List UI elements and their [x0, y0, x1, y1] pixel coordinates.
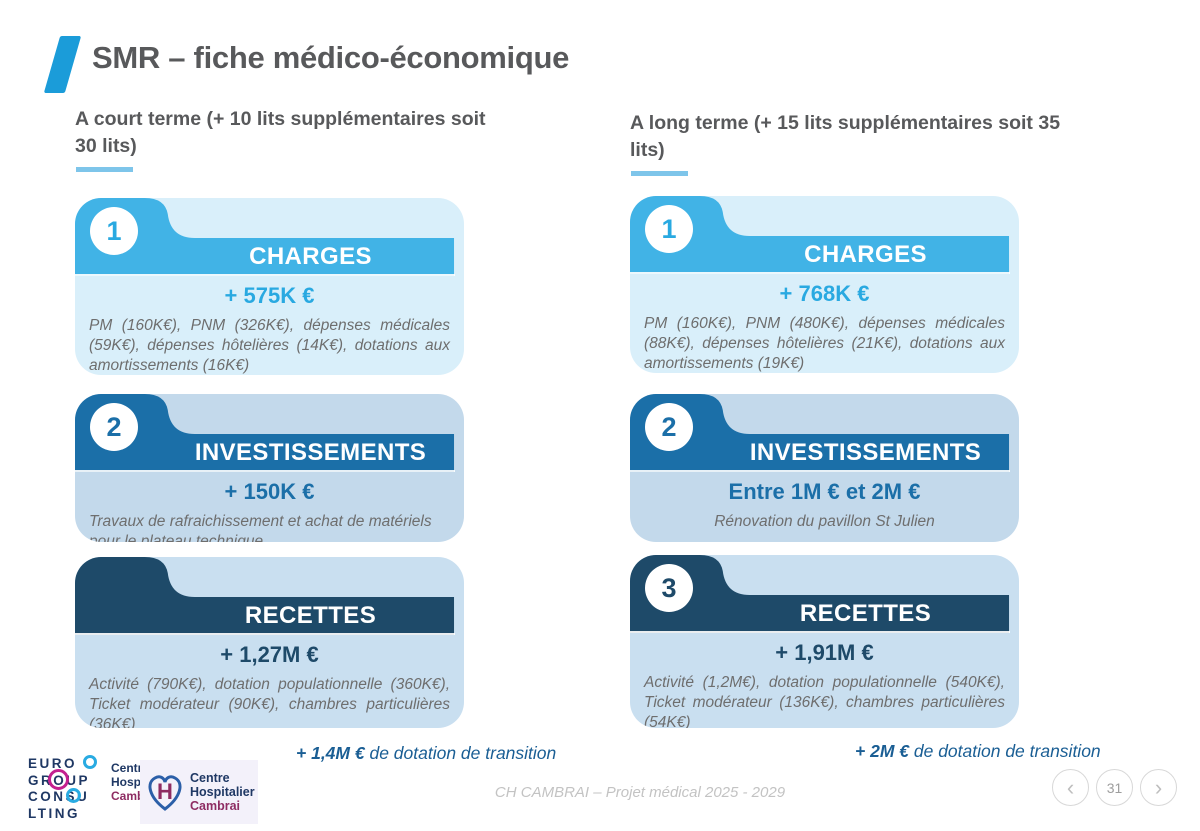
- card-number-badge: 2: [645, 403, 693, 451]
- card-header: 1 CHARGES: [630, 196, 1019, 274]
- card-header: 2 INVESTISSEMENTS: [630, 394, 1019, 472]
- card-number-badge: 1: [90, 207, 138, 255]
- card-title: INVESTISSEMENTS: [749, 439, 982, 466]
- page-number: 31: [1106, 779, 1123, 796]
- heading-underline: [631, 171, 688, 176]
- folder-tab-shape: [630, 394, 1010, 472]
- card-charges-court-terme: 1 CHARGES + 575K € PM (160K€), PNM (326K…: [75, 198, 464, 375]
- card-title: RECETTES: [799, 600, 932, 627]
- card-investissements-long-terme: 2 INVESTISSEMENTS Entre 1M € et 2M € Rén…: [630, 394, 1019, 542]
- ch-logo-text: Centre: [190, 771, 230, 785]
- card-title: RECETTES: [244, 602, 377, 629]
- ch-logo-text: Hospitalier: [190, 785, 255, 799]
- card-header: 2 INVESTISSEMENTS: [75, 394, 464, 472]
- ch-logo-text: Cambrai: [111, 788, 146, 803]
- ch-logo-text-block: Centre Hospitalier Cambrai: [190, 771, 255, 813]
- card-number-badge: 1: [645, 205, 693, 253]
- column-heading-court-terme: A court terme (+ 10 lits supplémentaires…: [75, 108, 486, 158]
- card-value: Entre 1M € et 2M €: [728, 479, 921, 504]
- ch-monogram: H: [157, 779, 173, 804]
- card-description: Activité (790K€), dotation populationnel…: [89, 676, 450, 728]
- folder-tab-shape: [630, 196, 1010, 274]
- eurogroup-line: CONSU: [28, 789, 90, 805]
- folder-tab-shape: [75, 557, 455, 635]
- card-description: Activité (1,2M€), dotation populationnel…: [644, 674, 1005, 728]
- card-number-badge: 3: [645, 564, 693, 612]
- folder-tab-shape: [630, 555, 1010, 633]
- card-header: 1 CHARGES: [75, 198, 464, 276]
- heart-h-icon: H: [148, 775, 182, 811]
- ch-logo-text: Cambrai: [190, 799, 241, 813]
- eurogroup-circle-icon: [66, 788, 81, 803]
- card-title: CHARGES: [804, 241, 927, 268]
- eurogroup-line: LTING: [28, 806, 80, 822]
- card-investissements-court-terme: 2 INVESTISSEMENTS + 150K € Travaux de ra…: [75, 394, 464, 542]
- card-recettes-long-terme: 3 RECETTES + 1,91M € Activité (1,2M€), d…: [630, 555, 1019, 728]
- eurogroup-circle-icon: [83, 755, 97, 769]
- column-heading-long-terme: A long terme (+ 15 lits supplémentaires …: [630, 112, 1061, 162]
- card-value: + 1,91M €: [775, 640, 874, 665]
- note-amount: + 2M €: [855, 741, 909, 761]
- card-header: RECETTES: [75, 557, 464, 635]
- page-number-badge: 31: [1096, 769, 1133, 806]
- ch-logo-text: Centre: [111, 762, 146, 775]
- note-text: de dotation de transition: [364, 743, 557, 763]
- eurogroup-consulting-logo: EURO GROUP CONSU LTING: [28, 755, 97, 823]
- heading-underline: [76, 167, 133, 172]
- card-recettes-court-terme: RECETTES + 1,27M € Activité (790K€), dot…: [75, 557, 464, 728]
- card-header: 3 RECETTES: [630, 555, 1019, 633]
- page-title: SMR – fiche médico-économique: [92, 40, 570, 75]
- next-page-button[interactable]: ›: [1140, 769, 1177, 806]
- ch-logo-text: Hospitalier: [111, 774, 146, 789]
- chevron-left-icon: ‹: [1066, 774, 1075, 800]
- note-text: de dotation de transition: [909, 741, 1101, 761]
- footer-caption: CH CAMBRAI – Projet médical 2025 - 2029: [494, 784, 786, 801]
- folder-tab-shape: [75, 394, 455, 472]
- card-title: CHARGES: [249, 243, 372, 270]
- card-description: Travaux de rafraichissement et achat de …: [89, 513, 432, 542]
- prev-page-button[interactable]: ‹: [1052, 769, 1089, 806]
- card-number-badge: 2: [90, 403, 138, 451]
- note-amount: + 1,4M €: [296, 743, 365, 763]
- card-description: Rénovation du pavillon St Julien: [714, 513, 935, 530]
- ch-cambrai-logo-partial: Centre Hospitalier Cambrai: [111, 762, 146, 803]
- footer-logos: EURO GROUP CONSU LTING Centre Hospitalie…: [28, 755, 258, 827]
- card-value: + 1,27M €: [220, 642, 319, 667]
- card-value: + 768K €: [779, 281, 870, 306]
- title-slash-icon: [43, 36, 82, 93]
- transition-note-long-terme: + 2M € de dotation de transition: [855, 741, 1101, 762]
- chevron-right-icon: ›: [1154, 774, 1163, 800]
- card-description: PM (160K€), PNM (480K€), dépenses médica…: [644, 315, 1005, 372]
- card-charges-long-terme: 1 CHARGES + 768K € PM (160K€), PNM (480K…: [630, 196, 1019, 373]
- card-value: + 575K €: [224, 283, 315, 308]
- card-value: + 150K €: [224, 479, 315, 504]
- card-title: INVESTISSEMENTS: [194, 439, 427, 466]
- card-description: PM (160K€), PNM (326K€), dépenses médica…: [89, 317, 450, 374]
- transition-note-court-terme: + 1,4M € de dotation de transition: [296, 743, 556, 764]
- folder-tab-shape: [75, 198, 455, 276]
- eurogroup-line: EURO: [28, 756, 78, 771]
- eurogroup-heart-icon: [48, 769, 69, 790]
- centre-hospitalier-cambrai-logo: H Centre Hospitalier Cambrai: [140, 760, 258, 824]
